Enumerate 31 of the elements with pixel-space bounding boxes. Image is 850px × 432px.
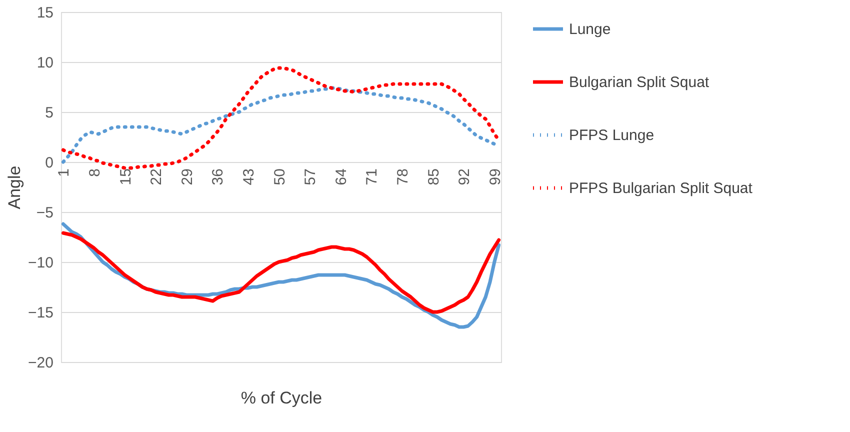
legend-label: Bulgarian Split Squat <box>569 74 710 91</box>
y-tick-label: −5 <box>36 204 54 222</box>
x-tick-label: 29 <box>178 168 196 186</box>
x-tick-label: 43 <box>240 168 258 186</box>
x-tick-label: 57 <box>302 168 320 186</box>
legend-label: PFPS Bulgarian Split Squat <box>569 180 754 197</box>
y-tick-label: −15 <box>28 304 54 322</box>
x-tick-label: 78 <box>394 168 412 186</box>
legend-label: Lunge <box>569 21 611 38</box>
x-tick-label: 8 <box>86 168 104 177</box>
x-tick-label: 99 <box>486 168 504 186</box>
x-tick-label: 92 <box>456 168 474 186</box>
x-tick-label: 64 <box>332 168 350 186</box>
y-tick-label: −20 <box>28 354 54 372</box>
line-series <box>61 66 501 170</box>
x-tick-label: 15 <box>117 168 134 186</box>
y-tick-label: 5 <box>45 104 54 122</box>
x-tick-label: 85 <box>425 168 442 186</box>
x-axis-title: % of Cycle <box>240 388 322 408</box>
y-axis-title: Angle <box>5 166 24 210</box>
y-tick-label: −10 <box>28 254 54 272</box>
y-tick-label: 10 <box>36 54 54 72</box>
x-tick-label: 50 <box>271 168 288 186</box>
x-tick-label: 22 <box>148 168 166 186</box>
x-tick-label: 71 <box>364 168 381 186</box>
y-tick-label: 15 <box>36 4 54 22</box>
x-tick-label: 36 <box>210 168 227 186</box>
x-tick-label: 1 <box>56 168 73 177</box>
line-series <box>61 231 501 314</box>
legend-label: PFPS Lunge <box>569 127 654 144</box>
y-tick-label: 0 <box>45 154 54 172</box>
